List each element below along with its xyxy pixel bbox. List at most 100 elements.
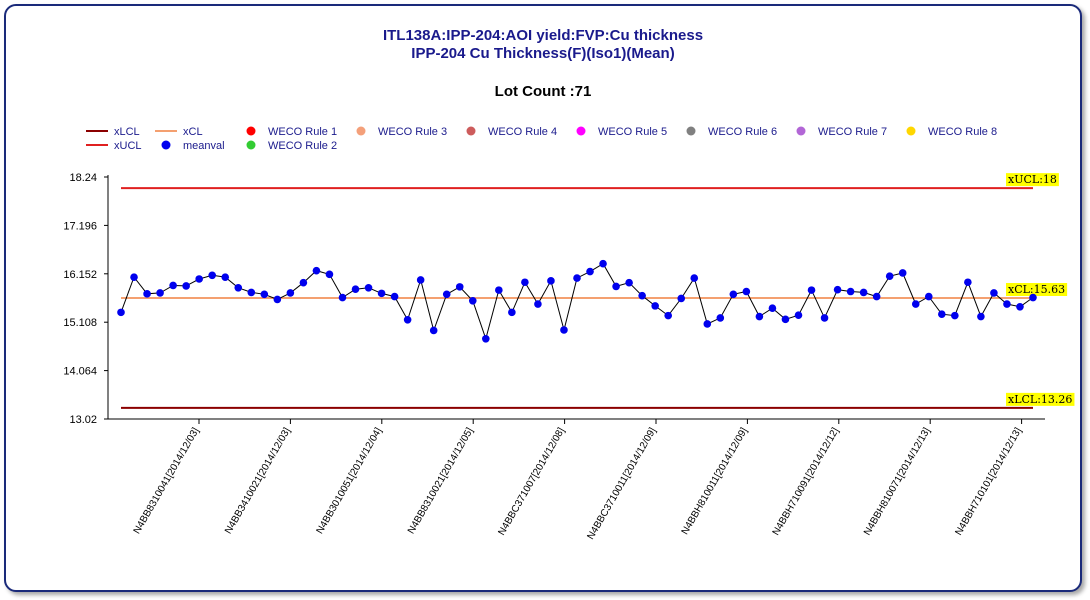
- meanval-point[interactable]: [638, 291, 646, 300]
- meanval-point[interactable]: [807, 286, 816, 294]
- meanval-point[interactable]: [143, 290, 151, 298]
- meanval-point[interactable]: [781, 315, 790, 324]
- meanval-point[interactable]: [990, 289, 998, 297]
- meanval-point[interactable]: [273, 295, 282, 304]
- meanval-point[interactable]: [755, 312, 764, 321]
- meanval-point[interactable]: [820, 314, 829, 322]
- y-tick-label: 18.24: [69, 172, 97, 184]
- meanval-point[interactable]: [703, 320, 712, 328]
- meanval-series: [117, 259, 1037, 343]
- meanval-point[interactable]: [156, 289, 164, 297]
- meanval-point[interactable]: [677, 294, 686, 303]
- meanval-point[interactable]: [403, 315, 412, 324]
- meanval-point[interactable]: [742, 287, 751, 296]
- meanval-point[interactable]: [1003, 300, 1011, 308]
- meanval-point[interactable]: [364, 284, 373, 292]
- meanval-point[interactable]: [977, 312, 985, 321]
- meanval-point[interactable]: [260, 290, 269, 299]
- meanval-point[interactable]: [390, 292, 399, 301]
- meanval-point[interactable]: [508, 308, 516, 317]
- y-tick-label: 15.108: [63, 317, 97, 329]
- legend-label-weco-rule-3: WECO Rule 3: [378, 126, 447, 138]
- meanval-point[interactable]: [573, 274, 581, 282]
- legend-label-weco-rule-2: WECO Rule 2: [268, 140, 337, 152]
- meanval-point[interactable]: [938, 310, 946, 319]
- meanval-point[interactable]: [429, 326, 438, 335]
- meanval-point[interactable]: [234, 284, 243, 292]
- legend-swatch-weco-rule-4: [466, 126, 476, 136]
- meanval-point[interactable]: [325, 270, 334, 279]
- meanval-point[interactable]: [794, 311, 803, 319]
- legend-swatch-weco-rule-5: [576, 126, 586, 136]
- meanval-point[interactable]: [911, 300, 920, 308]
- meanval-point[interactable]: [898, 269, 907, 277]
- meanval-point[interactable]: [729, 290, 738, 299]
- cl-label: xCL:15.63: [1008, 283, 1065, 296]
- x-tick-label: N4BBH810011[2014/12/09]: [680, 426, 750, 537]
- legend-label-xlcl: xLCL: [114, 126, 140, 138]
- meanval-point[interactable]: [1029, 293, 1037, 302]
- control-limits: xUCL:18 xCL:15.63 xLCL:13.26: [121, 173, 1075, 409]
- meanval-point[interactable]: [964, 278, 972, 287]
- meanval-point[interactable]: [208, 271, 216, 280]
- legend-swatch-weco-rule-1: [246, 126, 256, 136]
- meanval-point[interactable]: [651, 302, 659, 310]
- meanval-point[interactable]: [599, 259, 607, 268]
- legend-label-weco-rule-4: WECO Rule 4: [488, 126, 557, 138]
- meanval-point[interactable]: [468, 296, 477, 305]
- meanval-point[interactable]: [416, 276, 425, 284]
- y-tick-label: 13.02: [69, 414, 97, 426]
- legend-swatch-weco-rule-3: [356, 126, 366, 136]
- meanval-point[interactable]: [951, 311, 959, 320]
- meanval-point[interactable]: [482, 334, 490, 343]
- meanval-point[interactable]: [312, 266, 321, 275]
- legend-label-weco-rule-5: WECO Rule 5: [598, 126, 667, 138]
- x-tick-label: N4BB8310021[2014/12/05]: [406, 426, 476, 536]
- meanval-point[interactable]: [495, 286, 503, 294]
- meanval-point[interactable]: [247, 288, 256, 297]
- legend-label-weco-rule-8: WECO Rule 8: [928, 126, 997, 138]
- x-tick-label: N4BBC371007[2014/12/08]: [497, 426, 568, 538]
- legend-label-meanval: meanval: [183, 140, 225, 152]
- meanval-point[interactable]: [338, 293, 347, 302]
- meanval-point[interactable]: [612, 282, 620, 291]
- meanval-point[interactable]: [885, 272, 894, 281]
- meanval-point[interactable]: [560, 326, 568, 334]
- meanval-point[interactable]: [195, 275, 203, 283]
- meanval-point[interactable]: [846, 287, 855, 296]
- legend-label-weco-rule-7: WECO Rule 7: [818, 126, 887, 138]
- meanval-point[interactable]: [286, 289, 295, 297]
- meanval-point[interactable]: [534, 300, 542, 308]
- meanval-point[interactable]: [586, 267, 594, 276]
- meanval-point[interactable]: [690, 274, 699, 282]
- meanval-point[interactable]: [442, 290, 451, 299]
- x-axis-ticks: N4BB8310041[2014/12/03] N4BB3410021[2014/…: [132, 419, 1025, 542]
- meanval-point[interactable]: [1016, 303, 1024, 311]
- x-tick-label: N4BBH710101[2014/12/13]: [954, 426, 1025, 538]
- meanval-point[interactable]: [716, 314, 725, 322]
- meanval-point[interactable]: [351, 285, 360, 293]
- meanval-point[interactable]: [182, 282, 190, 290]
- meanval-point[interactable]: [377, 289, 386, 298]
- meanval-point[interactable]: [117, 308, 125, 317]
- meanval-point[interactable]: [521, 278, 529, 287]
- meanval-point[interactable]: [299, 278, 308, 287]
- legend-label-weco-rule-6: WECO Rule 6: [708, 126, 777, 138]
- meanval-point[interactable]: [924, 292, 933, 301]
- meanval-point[interactable]: [664, 311, 672, 320]
- meanval-point[interactable]: [859, 288, 868, 297]
- meanval-point[interactable]: [547, 277, 555, 285]
- x-tick-label: N4BBC3710011[2014/12/09]: [586, 426, 659, 542]
- meanval-point[interactable]: [455, 283, 464, 291]
- meanval-point[interactable]: [221, 273, 230, 281]
- meanval-point[interactable]: [169, 281, 177, 290]
- meanval-point[interactable]: [768, 304, 777, 312]
- meanval-point[interactable]: [130, 273, 138, 281]
- meanval-point[interactable]: [625, 278, 633, 287]
- legend-swatch-weco-rule-2: [246, 140, 256, 150]
- chart-subtitle: IPP-204 Cu Thickness(F)(Iso1)(Mean): [411, 45, 674, 62]
- meanval-point[interactable]: [872, 292, 881, 301]
- legend-label-weco-rule-1: WECO Rule 1: [268, 126, 337, 138]
- meanval-point[interactable]: [833, 285, 842, 294]
- x-tick-label: N4BB3010051[2014/12/04]: [315, 426, 385, 536]
